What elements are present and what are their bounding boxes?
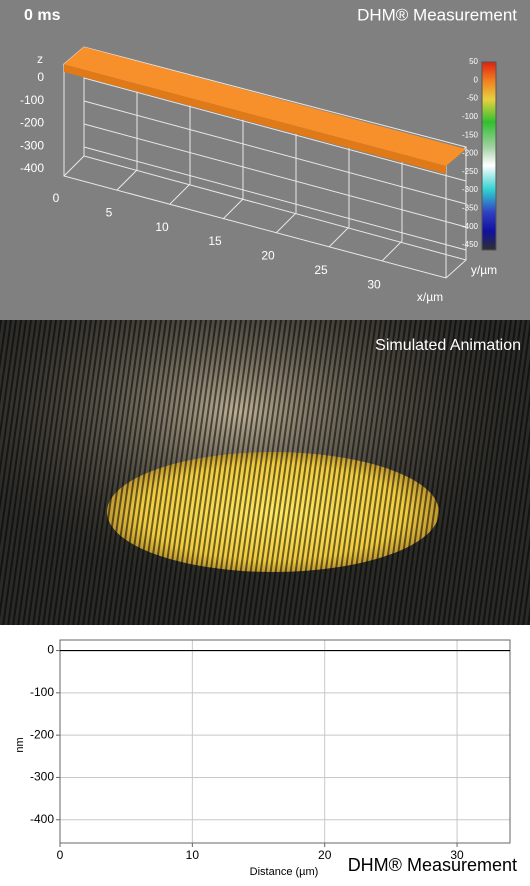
colorbar (481, 61, 497, 251)
x-tick-label: 0 (57, 848, 64, 862)
x-tick-label: 0 (53, 191, 60, 205)
colorbar-tick-label: -300 (462, 185, 479, 194)
y-tick-label: -300 (30, 770, 54, 784)
bottom-panel (0, 625, 530, 881)
x-tick-label: 20 (261, 249, 275, 263)
y-axis-label: nm (14, 737, 26, 752)
x-tick-label: 30 (367, 277, 381, 291)
x-tick-label: 15 (208, 234, 222, 248)
y-tick-label: -100 (30, 685, 54, 699)
x-tick-label: 25 (314, 263, 328, 277)
y-tick-label: -400 (30, 812, 54, 826)
y-label: y/µm (471, 263, 497, 277)
surface (64, 47, 466, 166)
colorbar-tick-label: -150 (462, 130, 479, 139)
z-tick-label: -300 (20, 138, 44, 152)
z-label: z (37, 52, 43, 66)
z-tick-label: -100 (20, 93, 44, 107)
colorbar-tick-label: -400 (462, 222, 479, 231)
colorbar-tick-label: -450 (462, 240, 479, 249)
colorbar-tick-label: 50 (469, 57, 478, 66)
panel-title: DHM® Measurement (357, 5, 517, 24)
y-tick-label: 0 (47, 643, 54, 657)
x-axis-label: Distance (µm) (250, 866, 319, 878)
panel-title: Simulated Animation (375, 337, 521, 354)
grating (0, 320, 530, 625)
time-label: 0 ms (24, 7, 61, 24)
plot-frame (59, 639, 511, 844)
surface-edge (64, 64, 446, 174)
chart-title: DHM® Measurement (348, 855, 517, 875)
x-tick-label: 10 (186, 848, 200, 862)
x-tick-label: 5 (106, 206, 113, 220)
x-label: x/µm (417, 290, 443, 304)
x-tick-label: 20 (318, 848, 332, 862)
colorbar-tick-label: -200 (462, 149, 479, 158)
colorbar-tick-label: -100 (462, 112, 479, 121)
x-tick-label: 30 (450, 848, 464, 862)
colorbar-tick-label: 0 (474, 75, 479, 84)
z-tick-label: -400 (20, 161, 44, 175)
y-tick-label: -200 (30, 727, 54, 741)
z-tick-label: -200 (20, 116, 44, 130)
colorbar-tick-label: -350 (462, 204, 479, 213)
box-3d (62, 46, 468, 279)
x-tick-label: 10 (155, 220, 169, 234)
z-tick-label: 0 (37, 70, 44, 84)
colorbar-tick-label: -50 (466, 94, 478, 103)
colorbar-tick-label: -250 (462, 167, 479, 176)
